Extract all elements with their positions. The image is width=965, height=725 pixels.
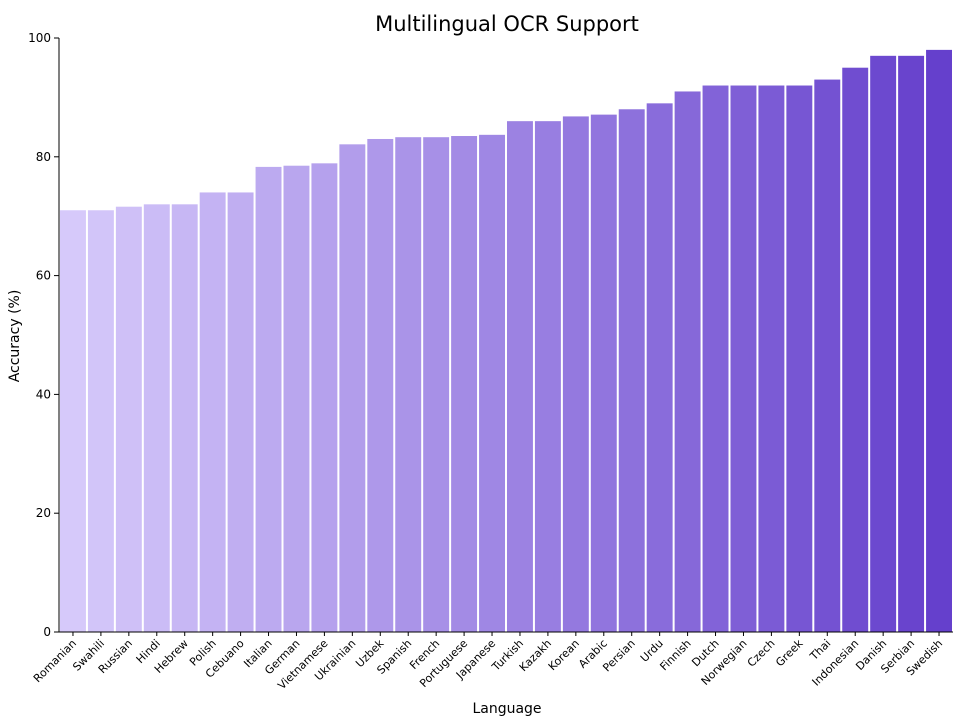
bar-finnish: [674, 91, 701, 632]
bar-ukrainian: [339, 144, 366, 633]
bar-spanish: [395, 137, 422, 632]
chart-title: Multilingual OCR Support: [375, 12, 639, 36]
bar-thai: [814, 79, 841, 632]
bar-turkish: [507, 121, 533, 632]
y-tick-label: 40: [36, 387, 51, 401]
bar-japanese: [479, 134, 505, 632]
y-tick-label: 100: [28, 31, 51, 45]
bar-polish: [199, 192, 226, 632]
bar-portuguese: [451, 136, 478, 632]
bar-urdu: [646, 103, 673, 633]
bar-russian: [115, 206, 142, 633]
bar-czech: [758, 85, 785, 632]
y-tick-label: 80: [36, 150, 51, 164]
bar-german: [283, 165, 310, 632]
bar-dutch: [702, 85, 729, 632]
x-axis: RomanianSwahiliRussianHindiHebrewPolishC…: [31, 631, 953, 692]
bar-korean: [562, 116, 589, 632]
bar-cebuano: [227, 192, 254, 632]
bar-italian: [255, 166, 282, 632]
x-tick-label: Czech: [745, 637, 778, 670]
bar-serbian: [898, 55, 925, 632]
bar-persian: [618, 109, 645, 632]
y-tick-label: 20: [36, 506, 51, 520]
bar-hebrew: [171, 204, 198, 632]
bar-danish: [870, 55, 897, 632]
bar-uzbek: [367, 138, 394, 633]
bars: [60, 49, 952, 633]
x-axis-label: Language: [472, 701, 541, 717]
bar-indonesian: [842, 67, 869, 632]
x-tick-label: Greek: [773, 636, 806, 669]
bar-hindi: [143, 204, 170, 632]
bar-vietnamese: [311, 163, 338, 633]
y-axis-label: Accuracy (%): [7, 290, 23, 383]
bar-swedish: [926, 49, 952, 632]
y-axis: 0 20 40 60 80 100: [28, 31, 60, 639]
bar-arabic: [590, 114, 617, 633]
bar-swahili: [87, 210, 114, 632]
y-tick-label: 0: [43, 625, 51, 639]
y-tick-label: 60: [36, 269, 51, 283]
x-tick-label: Korean: [546, 637, 582, 673]
bar-romanian: [60, 210, 86, 632]
bar-greek: [786, 85, 813, 632]
bar-kazakh: [534, 121, 561, 632]
bar-norwegian: [730, 85, 757, 632]
bar-french: [423, 137, 450, 632]
x-tick-label: Finnish: [657, 637, 693, 673]
x-tick-label: Romanian: [31, 637, 79, 685]
